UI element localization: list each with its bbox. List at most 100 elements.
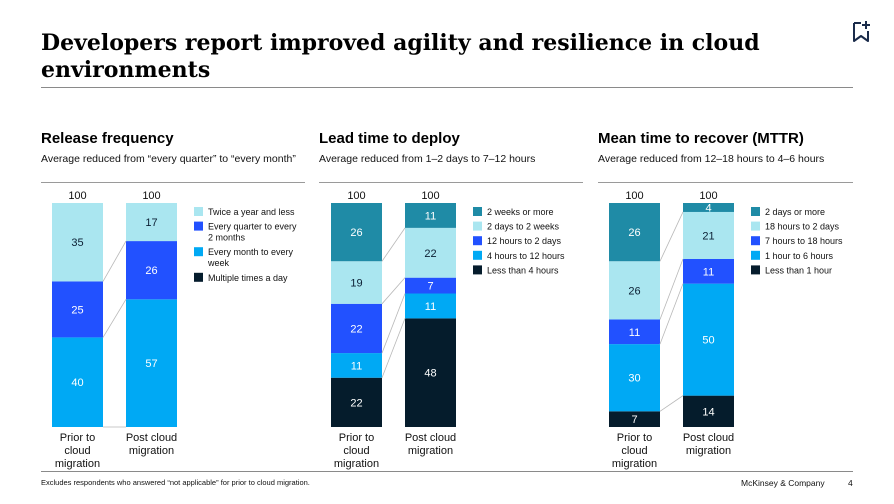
bar-segment	[609, 203, 660, 262]
legend-label: Twice a year and less	[208, 207, 295, 217]
legend-label: Multiple times a day	[208, 273, 288, 283]
bar-segment	[126, 203, 177, 242]
bar-segment	[683, 211, 734, 259]
legend-label: week	[207, 258, 230, 268]
brand-name: McKinsey & Company	[741, 478, 825, 488]
category-label: Prior to	[60, 432, 95, 444]
legend-swatch	[473, 265, 482, 275]
bar-segment	[683, 203, 734, 212]
category-label: migration	[334, 458, 379, 470]
title-divider	[41, 87, 853, 88]
data-label: 7	[427, 281, 433, 293]
bar-total-label: 100	[68, 190, 86, 202]
bar-segment	[405, 227, 456, 278]
data-label: 22	[350, 397, 362, 409]
data-label: 57	[145, 358, 157, 370]
category-label: cloud	[343, 445, 369, 457]
legend-label: 18 hours to 2 days	[765, 222, 840, 232]
legend-label: 2 months	[208, 233, 246, 243]
legend-label: Every quarter to every	[208, 222, 297, 232]
legend-swatch	[473, 207, 482, 216]
category-label: migration	[408, 445, 453, 457]
legend-label: 7 hours to 18 hours	[765, 236, 843, 246]
data-label: 26	[145, 265, 157, 277]
legend-label: 12 hours to 2 days	[487, 236, 562, 246]
legend-swatch	[473, 236, 482, 246]
data-label: 35	[71, 237, 83, 249]
data-label: 11	[425, 301, 436, 313]
bar-segment	[331, 377, 382, 427]
legend-swatch	[194, 272, 203, 282]
data-label: 26	[350, 227, 362, 239]
legend-label: 2 days or more	[765, 207, 825, 217]
data-label: 48	[424, 368, 436, 380]
connector-line	[381, 277, 406, 305]
legend-swatch	[751, 207, 760, 216]
bar-segment	[405, 277, 456, 294]
category-label: Post cloud	[405, 432, 456, 444]
data-label: 11	[351, 360, 362, 372]
panel-heading-mttr: Mean time to recover (MTTR)	[598, 130, 804, 147]
bar-total-label: 100	[142, 190, 160, 202]
legend-label: 4 hours to 12 hours	[487, 251, 565, 261]
legend-label: Less than 4 hours	[487, 265, 559, 275]
bar-total-label: 100	[421, 190, 439, 202]
data-label: 19	[350, 278, 362, 290]
category-label: Post cloud	[126, 432, 177, 444]
category-label: Prior to	[617, 432, 652, 444]
bar-segment	[609, 411, 660, 427]
legend-swatch	[751, 250, 760, 260]
legend-swatch	[751, 265, 760, 275]
footer-divider	[41, 471, 853, 472]
legend-swatch	[194, 221, 203, 231]
bar-segment	[683, 283, 734, 396]
data-label: 22	[424, 248, 436, 260]
bar-segment	[331, 303, 382, 354]
bookmark-add-icon[interactable]	[851, 20, 871, 44]
bar-segment	[126, 241, 177, 300]
bar-segment	[609, 319, 660, 345]
data-label: 50	[702, 335, 714, 347]
bar-segment	[52, 281, 103, 338]
connector-line	[659, 211, 684, 262]
category-label: cloud	[64, 445, 90, 457]
bar-segment	[331, 203, 382, 262]
bar-segment	[126, 299, 177, 427]
category-label: migration	[686, 445, 731, 457]
data-label: 22	[350, 323, 362, 335]
bar-segment	[52, 337, 103, 427]
category-label: Prior to	[339, 432, 374, 444]
bar-total-label: 100	[625, 190, 643, 202]
bar-total-label: 100	[699, 190, 717, 202]
footnote: Excludes respondents who answered “not a…	[41, 478, 310, 487]
page-title: Developers report improved agility and r…	[41, 30, 760, 83]
panel-heading-release-frequency: Release frequency	[41, 130, 174, 147]
connector-line	[102, 299, 127, 338]
category-label: Post cloud	[683, 432, 734, 444]
bar-segment	[609, 344, 660, 412]
legend-swatch	[194, 247, 203, 257]
legend-label: 2 days to 2 weeks	[487, 222, 560, 232]
category-label: cloud	[621, 445, 647, 457]
category-label: migration	[55, 458, 100, 470]
connector-line	[102, 240, 127, 282]
legend-swatch	[473, 221, 482, 231]
bar-segment	[52, 203, 103, 282]
data-label: 11	[703, 266, 714, 278]
data-label: 30	[628, 373, 640, 385]
connector-line	[381, 318, 406, 378]
data-label: 21	[702, 230, 714, 242]
connector-line	[659, 395, 684, 412]
data-label: 14	[702, 406, 714, 418]
bar-total-label: 100	[347, 190, 365, 202]
panel-subtitle-mttr: Average reduced from 12–18 hours to 4–6 …	[598, 153, 825, 165]
data-label: 17	[145, 217, 157, 229]
panel-subtitle-release-frequency: Average reduced from “every quarter” to …	[41, 153, 296, 165]
connector-line	[381, 227, 406, 262]
data-label: 25	[71, 304, 83, 316]
bar-segment	[331, 261, 382, 304]
data-label: 4	[705, 202, 711, 214]
data-label: 7	[631, 414, 637, 426]
